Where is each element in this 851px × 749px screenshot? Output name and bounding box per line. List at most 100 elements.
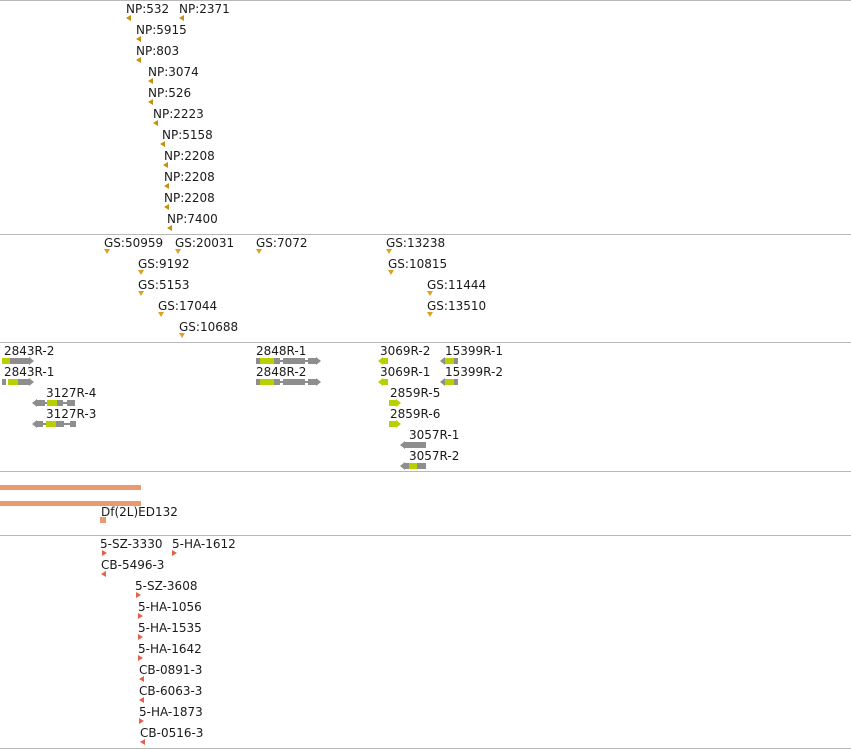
transcript-glyph[interactable]: [256, 357, 322, 365]
gs-feature-marker[interactable]: [104, 249, 110, 254]
gs-feature-label[interactable]: GS:13238: [386, 236, 446, 250]
transcript-label[interactable]: 3127R-3: [46, 407, 97, 421]
np-feature-label[interactable]: NP:526: [148, 86, 192, 100]
gs-feature-label[interactable]: GS:11444: [427, 278, 487, 292]
transcript-glyph[interactable]: [378, 357, 392, 365]
insertion-marker[interactable]: [138, 655, 143, 661]
gs-feature-label[interactable]: GS:5153: [138, 278, 190, 292]
transcript-glyph[interactable]: [32, 420, 78, 428]
deficiency-label[interactable]: Df(2L)ED132: [101, 505, 178, 519]
gs-feature-label[interactable]: GS:50959: [104, 236, 164, 250]
np-feature-label[interactable]: NP:803: [136, 44, 180, 58]
transcript-label[interactable]: 2843R-2: [4, 344, 55, 358]
insertion-label[interactable]: 5-HA-1612: [172, 537, 236, 551]
insertion-marker[interactable]: [101, 571, 106, 577]
transcript-glyph[interactable]: [2, 357, 34, 365]
gs-feature-marker[interactable]: [138, 291, 144, 296]
gs-feature-label[interactable]: GS:10688: [179, 320, 239, 334]
np-feature-marker[interactable]: [164, 183, 169, 189]
insertion-label[interactable]: 5-HA-1056: [138, 600, 202, 614]
np-feature-label[interactable]: NP:2208: [164, 149, 215, 163]
gs-feature-marker[interactable]: [158, 312, 164, 317]
np-feature-label[interactable]: NP:5158: [162, 128, 213, 142]
transcript-label[interactable]: 3127R-4: [46, 386, 97, 400]
transcript-label[interactable]: 3069R-1: [380, 365, 431, 379]
insertion-marker[interactable]: [102, 550, 107, 556]
transcript-glyph[interactable]: [2, 378, 34, 386]
insertion-label[interactable]: CB-0891-3: [139, 663, 203, 677]
gs-feature-marker[interactable]: [175, 249, 181, 254]
insertion-marker[interactable]: [136, 592, 141, 598]
np-feature-label[interactable]: NP:5915: [136, 23, 187, 37]
transcript-label[interactable]: 15399R-1: [445, 344, 503, 358]
insertion-marker[interactable]: [139, 718, 144, 724]
transcript-glyph[interactable]: [400, 462, 428, 470]
np-feature-label[interactable]: NP:7400: [167, 212, 218, 226]
transcript-label[interactable]: 2848R-2: [256, 365, 307, 379]
insertion-label[interactable]: 5-SZ-3330: [100, 537, 163, 551]
transcript-label[interactable]: 2859R-5: [390, 386, 441, 400]
np-feature-marker[interactable]: [163, 162, 168, 168]
transcript-label[interactable]: 3069R-2: [380, 344, 431, 358]
np-feature-label[interactable]: NP:2223: [153, 107, 204, 121]
transcript-label[interactable]: 2848R-1: [256, 344, 307, 358]
transcript-glyph[interactable]: [400, 441, 428, 449]
deficiency-bar[interactable]: [100, 517, 106, 523]
insertion-label[interactable]: CB-5496-3: [101, 558, 165, 572]
insertion-marker[interactable]: [172, 550, 177, 556]
transcript-label[interactable]: 15399R-2: [445, 365, 503, 379]
transcript-glyph[interactable]: [389, 420, 405, 428]
transcript-label[interactable]: 3057R-2: [409, 449, 460, 463]
insertion-label[interactable]: 5-HA-1873: [139, 705, 203, 719]
insertion-marker[interactable]: [140, 739, 145, 745]
gs-feature-label[interactable]: GS:13510: [427, 299, 487, 313]
deficiency-bar[interactable]: [0, 501, 141, 506]
insertion-marker[interactable]: [138, 613, 143, 619]
np-feature-marker[interactable]: [126, 15, 131, 21]
insertion-marker[interactable]: [139, 697, 144, 703]
np-feature-marker[interactable]: [148, 99, 153, 105]
transcript-glyph[interactable]: [440, 357, 460, 365]
gs-feature-marker[interactable]: [427, 312, 433, 317]
transcript-glyph[interactable]: [32, 399, 78, 407]
transcript-label[interactable]: 2843R-1: [4, 365, 55, 379]
np-feature-marker[interactable]: [136, 36, 141, 42]
np-feature-marker[interactable]: [136, 57, 141, 63]
transcript-glyph[interactable]: [440, 378, 460, 386]
np-feature-marker[interactable]: [167, 225, 172, 231]
gs-feature-marker[interactable]: [427, 291, 433, 296]
insertion-label[interactable]: 5-HA-1535: [138, 621, 202, 635]
transcript-label[interactable]: 3057R-1: [409, 428, 460, 442]
np-feature-marker[interactable]: [160, 141, 165, 147]
np-feature-label[interactable]: NP:3074: [148, 65, 199, 79]
np-feature-marker[interactable]: [179, 15, 184, 21]
np-feature-marker[interactable]: [153, 120, 158, 126]
gs-feature-marker[interactable]: [388, 270, 394, 275]
gs-feature-label[interactable]: GS:9192: [138, 257, 190, 271]
gs-feature-label[interactable]: GS:10815: [388, 257, 448, 271]
np-feature-label[interactable]: NP:2208: [164, 170, 215, 184]
deficiency-bar[interactable]: [0, 485, 141, 490]
insertion-label[interactable]: CB-0516-3: [140, 726, 204, 740]
gs-feature-label[interactable]: GS:20031: [175, 236, 235, 250]
insertion-label[interactable]: 5-SZ-3608: [135, 579, 198, 593]
gs-feature-marker[interactable]: [138, 270, 144, 275]
insertion-marker[interactable]: [138, 634, 143, 640]
gs-feature-marker[interactable]: [256, 249, 262, 254]
transcript-label[interactable]: 2859R-6: [390, 407, 441, 421]
gs-feature-label[interactable]: GS:17044: [158, 299, 218, 313]
np-feature-label[interactable]: NP:532: [126, 2, 170, 16]
transcript-glyph[interactable]: [256, 378, 322, 386]
np-feature-label[interactable]: NP:2208: [164, 191, 215, 205]
gs-feature-label[interactable]: GS:7072: [256, 236, 308, 250]
np-feature-marker[interactable]: [148, 78, 153, 84]
insertion-label[interactable]: 5-HA-1642: [138, 642, 202, 656]
insertion-marker[interactable]: [139, 676, 144, 682]
np-feature-label[interactable]: NP:2371: [179, 2, 230, 16]
np-feature-marker[interactable]: [164, 204, 169, 210]
gs-feature-marker[interactable]: [179, 333, 185, 338]
gs-feature-marker[interactable]: [386, 249, 392, 254]
insertion-label[interactable]: CB-6063-3: [139, 684, 203, 698]
transcript-glyph[interactable]: [378, 378, 392, 386]
transcript-glyph[interactable]: [389, 399, 405, 407]
